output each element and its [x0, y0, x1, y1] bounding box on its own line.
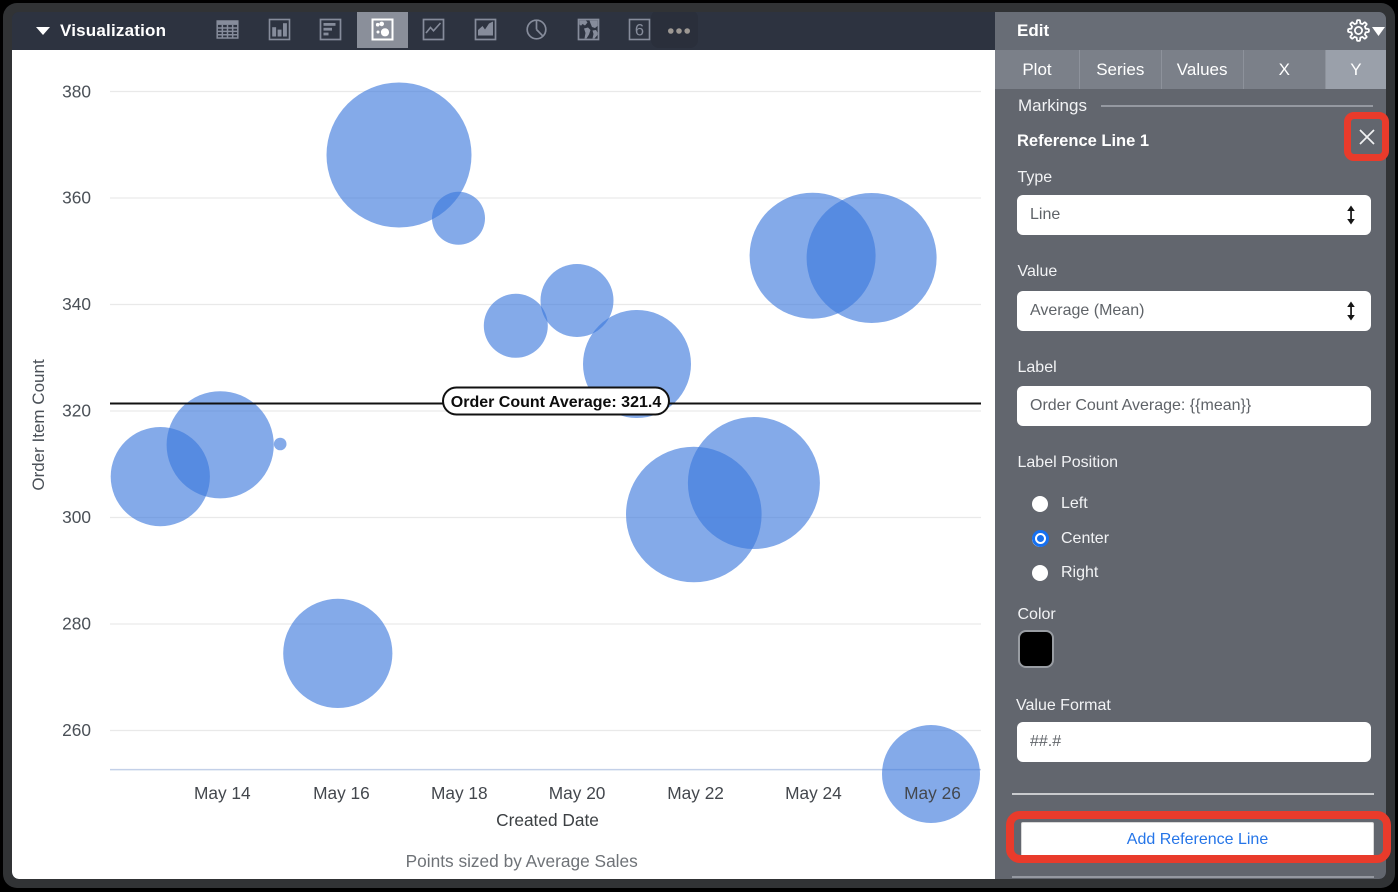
svg-text:Order Item Count: Order Item Count: [29, 359, 48, 491]
svg-text:May 20: May 20: [549, 783, 606, 803]
svg-text:340: 340: [62, 294, 91, 314]
svg-text:May 22: May 22: [667, 783, 724, 803]
svg-text:380: 380: [62, 82, 91, 102]
svg-text:May 26: May 26: [904, 783, 961, 803]
svg-text:Created Date: Created Date: [496, 810, 599, 830]
svg-text:Order Count Average: 321.4: Order Count Average: 321.4: [451, 394, 662, 411]
svg-text:May 16: May 16: [313, 783, 370, 803]
svg-text:360: 360: [62, 188, 91, 208]
svg-text:260: 260: [62, 720, 91, 740]
svg-text:Points sized by Average Sales: Points sized by Average Sales: [406, 851, 639, 871]
svg-text:300: 300: [62, 507, 91, 527]
svg-text:280: 280: [62, 614, 91, 634]
svg-text:6: 6: [635, 21, 644, 39]
svg-text:May 24: May 24: [785, 783, 842, 803]
svg-text:May 18: May 18: [431, 783, 488, 803]
svg-text:May 14: May 14: [194, 783, 251, 803]
svg-text:320: 320: [62, 401, 91, 421]
